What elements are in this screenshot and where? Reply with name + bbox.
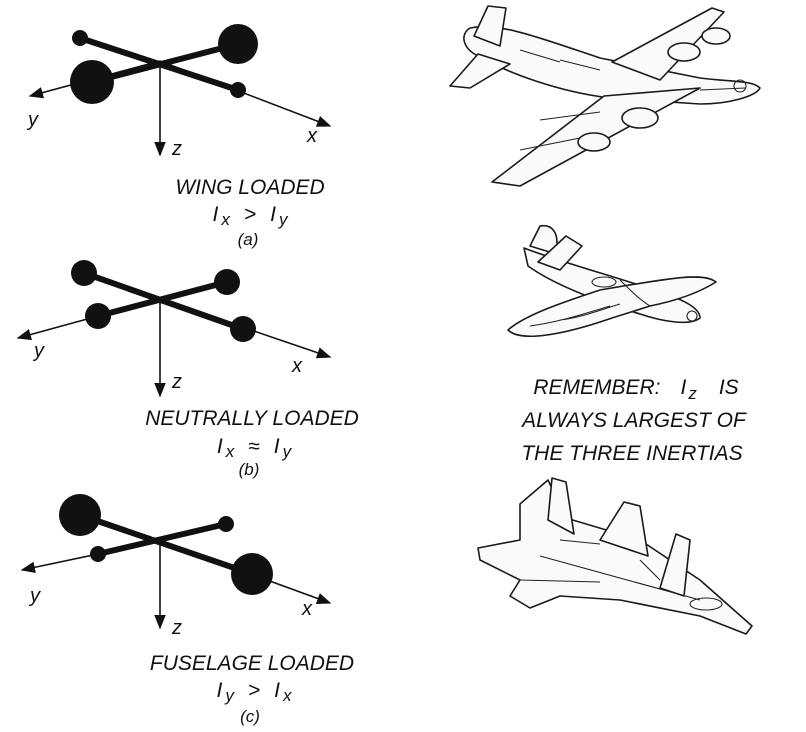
- inertia-bar-2: [97, 521, 227, 557]
- mass-medium: [230, 316, 256, 342]
- x-axis-label: x: [306, 125, 318, 147]
- z-axis-label: z: [171, 371, 182, 393]
- z-axis-label: z: [171, 617, 182, 639]
- bomber-aircraft-icon: [449, 5, 761, 187]
- caption: NEUTRALLY LOADED: [145, 407, 359, 430]
- x-axis-label: x: [301, 598, 313, 620]
- y-axis-label: y: [28, 585, 41, 607]
- panel-tag: (a): [238, 230, 259, 249]
- jet-fighter-icon: [477, 477, 753, 635]
- z-axis-label: z: [171, 138, 182, 160]
- inertia-bar-2: [91, 41, 239, 85]
- mass-large: [218, 24, 258, 64]
- inertia-bar-2: [97, 279, 228, 319]
- mass-medium: [85, 303, 111, 329]
- mass-large: [231, 553, 273, 595]
- y-axis-label: y: [32, 340, 45, 362]
- inertia-bar-1: [79, 512, 253, 577]
- note-line-2: ALWAYS LARGEST OF: [520, 409, 747, 432]
- x-axis-label: x: [291, 355, 303, 377]
- mass-small: [218, 516, 234, 532]
- mass-large: [70, 60, 114, 104]
- note-line-3: THE THREE INERTIAS: [521, 442, 742, 465]
- mass-small: [230, 82, 246, 98]
- mass-small: [72, 30, 88, 46]
- fighter-aircraft-icon: [507, 224, 717, 338]
- panel-tag: (c): [240, 707, 260, 726]
- panel-tag: (b): [239, 460, 260, 479]
- mass-small: [90, 546, 106, 562]
- caption: WING LOADED: [175, 176, 324, 199]
- mass-medium: [214, 269, 240, 295]
- y-axis-label: y: [26, 109, 39, 131]
- mass-large: [59, 494, 101, 536]
- mass-medium: [71, 260, 97, 286]
- caption: FUSELAGE LOADED: [150, 652, 354, 675]
